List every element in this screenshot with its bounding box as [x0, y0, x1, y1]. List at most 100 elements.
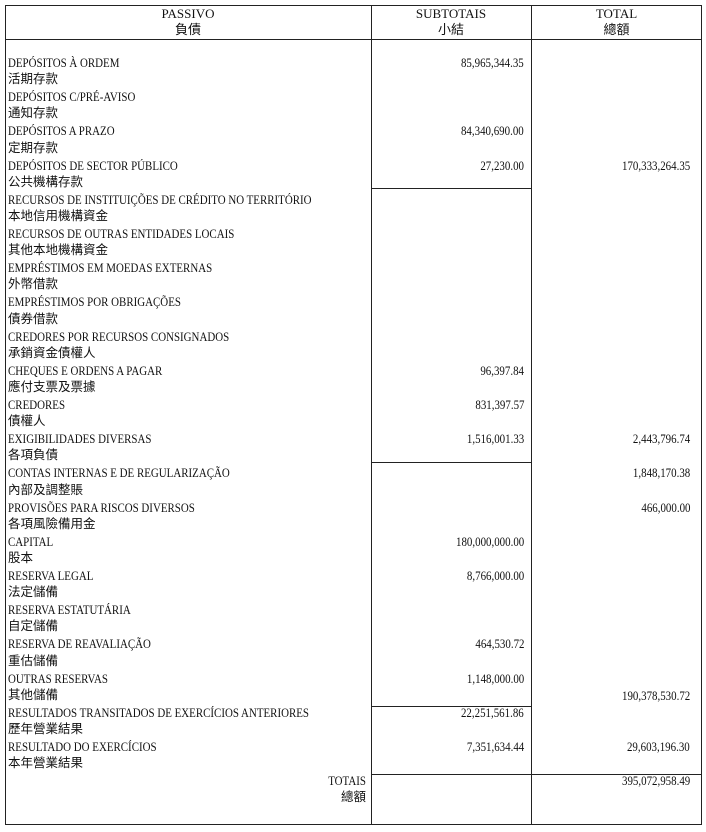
- row-label-zh: 應付支票及票據: [8, 379, 96, 396]
- row-label-zh-text: 內部及調整賬: [8, 482, 84, 497]
- row-label-zh: 各項負債: [8, 447, 58, 464]
- row-subtotal: 180,000,000.00: [443, 533, 524, 550]
- row-subtotal-text: 1,148,000.00: [466, 670, 524, 686]
- row-label-zh: 自定儲備: [8, 618, 58, 635]
- row-label: EMPRÉSTIMOS POR OBRIGAÇÕES: [8, 293, 214, 310]
- row-total: 2,443,796.74: [622, 430, 690, 447]
- row-label: CREDORES POR RECURSOS CONSIGNADOS: [8, 328, 271, 345]
- row-total: 1,848,170.38: [622, 464, 690, 481]
- totals-label-zh-text: 總額: [340, 790, 366, 805]
- header-total-pt: TOTAL: [595, 6, 638, 21]
- row-label-text: CONTAS INTERNAS E DE REGULARIZAÇÃO: [8, 465, 230, 481]
- row-label-text: RESERVA DE REAVALIAÇÃO: [8, 636, 151, 652]
- header-passivo-zh: 負債: [174, 22, 201, 37]
- row-label-zh-text: 重估儲備: [8, 653, 59, 668]
- row-label: EXIGIBILIDADES DIVERSAS: [8, 430, 179, 447]
- totals-label-text: TOTAIS: [328, 773, 366, 789]
- row-subtotal: 85,965,344.35: [449, 54, 524, 71]
- row-subtotal: 1,516,001.33: [456, 430, 524, 447]
- totals-divider: [371, 774, 702, 775]
- row-total-text: 170,333,264.35: [621, 157, 690, 173]
- row-label-zh: 外幣借款: [8, 276, 58, 293]
- row-label-zh: 公共機構存款: [8, 174, 83, 191]
- row-label-text: CREDORES POR RECURSOS CONSIGNADOS: [8, 328, 230, 344]
- row-label: DEPÓSITOS A PRAZO: [8, 122, 135, 139]
- row-label-text: RECURSOS DE OUTRAS ENTIDADES LOCAIS: [8, 226, 235, 241]
- row-label-zh-text: 其他本地機構資金: [8, 243, 109, 258]
- row-subtotal: 84,340,690.00: [449, 122, 524, 139]
- row-label-text: DEPÓSITOS C/PRÉ-AVISO: [8, 89, 136, 105]
- row-total-text: 1,848,170.38: [632, 465, 690, 481]
- row-label: DEPÓSITOS À ORDEM: [8, 54, 141, 71]
- row-label-text: OUTRAS RESERVAS: [8, 670, 108, 686]
- row-label-text: EMPRÉSTIMOS POR OBRIGAÇÕES: [8, 294, 181, 310]
- row-label-text: RESERVA ESTATUTÁRIA: [8, 602, 131, 618]
- row-label-zh: 活期存款: [8, 71, 58, 88]
- subtotal-divider: [371, 188, 531, 189]
- row-label-zh: 法定儲備: [8, 584, 58, 601]
- row-label-text: CAPITAL: [8, 533, 54, 549]
- row-label-zh-text: 應付支票及票據: [8, 379, 96, 394]
- row-label-zh-text: 自定儲備: [8, 619, 59, 634]
- row-label: RESULTADO DO EXERCÍCIOS: [8, 738, 185, 755]
- row-total-text: 2,443,796.74: [632, 431, 690, 447]
- row-label-zh-text: 外幣借款: [8, 277, 59, 292]
- row-label: RECURSOS DE OUTRAS ENTIDADES LOCAIS: [8, 225, 277, 242]
- row-label-zh-text: 通知存款: [8, 106, 59, 121]
- row-total-text: 29,603,196.30: [627, 739, 690, 754]
- row-subtotal-text: 464,530.72: [474, 636, 524, 652]
- subtotal-divider: [371, 462, 531, 463]
- row-label: OUTRAS RESERVAS: [8, 670, 127, 687]
- row-total: 29,603,196.30: [615, 738, 690, 755]
- row-subtotal-text: 7,351,634.44: [466, 739, 524, 754]
- row-subtotal-text: 85,965,344.35: [461, 55, 524, 70]
- row-label-zh-text: 各項風險備用金: [8, 516, 96, 531]
- row-label-zh-text: 股本: [8, 550, 34, 565]
- row-label-zh: 債權人: [8, 413, 46, 430]
- header-subtotais: SUBTOTAIS 小結: [371, 6, 531, 38]
- row-label-zh-text: 債權人: [8, 414, 46, 429]
- grand-total: 395,072,958.49: [609, 772, 690, 789]
- row-label-zh: 股本: [8, 550, 33, 567]
- balance-table: [5, 5, 702, 825]
- row-label: RECURSOS DE INSTITUIÇÕES DE CRÉDITO NO T…: [8, 191, 369, 208]
- row-total-text: 190,378,530.72: [621, 687, 690, 703]
- row-label-zh: 歷年營業結果: [8, 721, 83, 738]
- header-subtotais-pt: SUBTOTAIS: [415, 6, 487, 21]
- column-divider: [531, 5, 532, 825]
- row-label: EMPRÉSTIMOS EM MOEDAS EXTERNAS: [8, 259, 251, 276]
- row-label-text: PROVISÕES PARA RISCOS DIVERSOS: [8, 499, 195, 515]
- row-subtotal-text: 831,397.57: [474, 397, 524, 412]
- row-label: DEPÓSITOS C/PRÉ-AVISO: [8, 88, 160, 105]
- row-subtotal: 22,251,561.86: [449, 704, 524, 721]
- row-label-text: EXIGIBILIDADES DIVERSAS: [8, 431, 152, 447]
- row-label-zh-text: 公共機構存款: [8, 174, 84, 189]
- header-total: TOTAL 總額: [531, 6, 702, 38]
- row-label-zh: 債券借款: [8, 311, 58, 328]
- row-label-text: DEPÓSITOS À ORDEM: [8, 55, 120, 70]
- row-subtotal: 96,397.84: [472, 362, 524, 379]
- row-label-zh-text: 本地信用機構資金: [8, 208, 109, 223]
- header-passivo: PASSIVO 負債: [5, 6, 371, 38]
- row-subtotal: 7,351,634.44: [456, 738, 524, 755]
- row-label-text: RESERVA LEGAL: [8, 568, 94, 583]
- row-label: RESERVA LEGAL: [8, 567, 110, 584]
- row-subtotal: 1,148,000.00: [456, 670, 524, 687]
- row-label-text: EMPRÉSTIMOS EM MOEDAS EXTERNAS: [8, 260, 213, 276]
- subtotal-divider: [371, 706, 531, 707]
- row-subtotal: 27,230.00: [472, 157, 524, 174]
- totals-label-zh: 總額: [341, 789, 366, 806]
- header-passivo-pt: PASSIVO: [161, 6, 215, 21]
- row-subtotal-text: 1,516,001.33: [466, 431, 524, 447]
- row-label-zh-text: 活期存款: [8, 72, 59, 87]
- row-label-zh-text: 各項負債: [8, 448, 59, 463]
- row-label-zh: 其他儲備: [8, 687, 58, 704]
- row-subtotal-text: 180,000,000.00: [455, 533, 524, 549]
- row-subtotal-text: 27,230.00: [480, 157, 524, 173]
- row-label-zh: 定期存款: [8, 140, 58, 157]
- row-label-zh-text: 法定儲備: [8, 585, 59, 600]
- totals-label: TOTAIS: [321, 772, 366, 789]
- column-divider: [371, 5, 372, 825]
- row-label-zh: 通知存款: [8, 105, 58, 122]
- row-subtotal: 8,766,000.00: [456, 567, 524, 584]
